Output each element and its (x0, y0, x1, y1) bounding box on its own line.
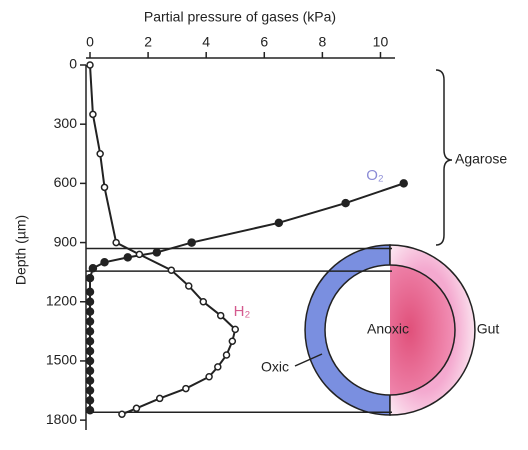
y-tick-label: 1800 (46, 411, 77, 427)
x-tick-label: 10 (373, 34, 389, 50)
data-point (85, 396, 95, 405)
x-tick-label: 0 (86, 34, 94, 50)
y-tick-label: 300 (54, 115, 78, 131)
agarose-label: Agarose (455, 151, 507, 167)
data-point (152, 248, 162, 257)
data-point (85, 287, 95, 297)
gut-label: Gut (477, 321, 500, 337)
y-tick-label: 600 (54, 174, 78, 190)
data-point (112, 238, 120, 247)
data-point (274, 218, 284, 228)
data-point (231, 325, 239, 334)
data-point (182, 384, 190, 393)
data-point (123, 253, 133, 262)
y-tick-label: 900 (54, 233, 78, 249)
x-tick-label: 8 (318, 34, 326, 50)
series-label: O₂ (366, 167, 384, 184)
data-point (341, 198, 350, 208)
data-point (85, 317, 95, 326)
data-point (85, 297, 95, 307)
data-point (222, 351, 231, 359)
data-point (187, 238, 196, 247)
data-point (86, 61, 94, 69)
chart-title: Partial pressure of gases (kPa) (144, 9, 336, 25)
data-point (85, 386, 95, 395)
data-point (214, 363, 222, 371)
data-point (205, 372, 213, 381)
data-point (167, 266, 176, 274)
data-point (96, 150, 104, 158)
series-line (89, 64, 237, 416)
y-tick-label: 1200 (46, 292, 77, 308)
data-point (85, 366, 95, 376)
data-point (85, 346, 95, 356)
data-point (85, 327, 95, 336)
data-point (85, 336, 95, 346)
data-point (100, 183, 109, 192)
data-point (199, 298, 208, 306)
anoxic-label: Anoxic (367, 321, 409, 337)
y-axis-label: Depth (µm) (13, 215, 29, 285)
data-point (118, 410, 126, 418)
x-tick-label: 6 (260, 34, 268, 50)
data-point (155, 394, 164, 403)
data-point (85, 273, 95, 283)
data-point (228, 337, 237, 345)
data-point (85, 406, 95, 415)
series-line (89, 182, 405, 411)
y-tick-label: 1500 (46, 352, 77, 368)
data-point (399, 179, 408, 188)
data-point (85, 376, 95, 385)
data-point (88, 263, 98, 273)
y-tick-label: 0 (69, 56, 77, 72)
x-tick-label: 4 (202, 34, 210, 50)
data-point (185, 282, 193, 290)
data-point (100, 258, 109, 267)
data-point (135, 250, 144, 259)
gut-diagram (294, 69, 476, 416)
series-label: H₂ (234, 303, 251, 320)
x-tick-label: 2 (144, 34, 152, 50)
data-point (132, 404, 141, 413)
data-point (216, 311, 225, 320)
data-point (85, 356, 95, 366)
oxic-label: Oxic (261, 359, 289, 375)
data-point (89, 110, 97, 119)
data-point (85, 307, 95, 316)
